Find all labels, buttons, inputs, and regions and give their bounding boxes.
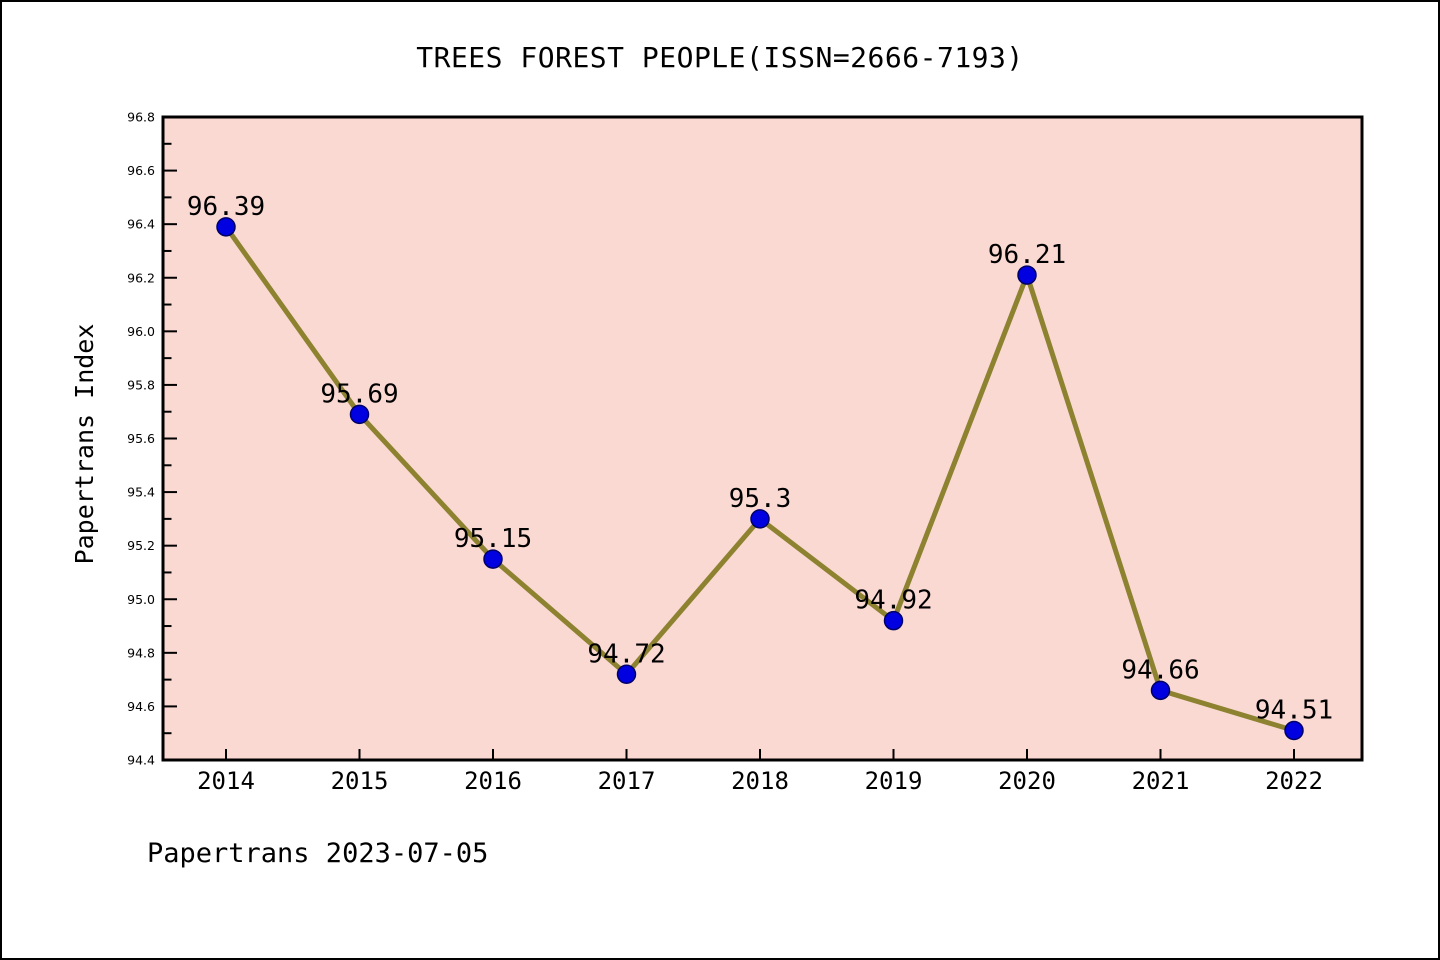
point-label-2021: 94.66 (1121, 655, 1199, 685)
x-tick-label: 2014 (197, 767, 255, 795)
plot-frame (161, 115, 1364, 762)
x-tick-label: 2018 (731, 767, 789, 795)
y-tick-label: 95.4 (127, 485, 155, 500)
x-tick-label: 2015 (331, 767, 389, 795)
y-tick-label: 96.0 (127, 324, 155, 339)
point-label-2016: 95.15 (454, 524, 532, 554)
y-tick-label: 95.6 (127, 431, 155, 446)
y-tick-label: 96.2 (127, 270, 155, 285)
data-point-2019 (883, 610, 904, 631)
point-label-2017: 94.72 (587, 639, 665, 669)
data-point-2022 (1284, 720, 1304, 741)
y-tick-label: 96.4 (127, 217, 155, 232)
data-point-2016 (483, 549, 503, 569)
y-tick-label: 94.8 (127, 645, 155, 660)
x-tick-label: 2020 (998, 767, 1056, 795)
y-tick-label: 95.8 (127, 377, 155, 392)
data-point-2015 (349, 404, 370, 425)
y-tick-label: 95.2 (127, 538, 155, 553)
y-tick-label: 96.6 (127, 163, 155, 178)
point-label-2022: 94.51 (1255, 696, 1333, 726)
chart-title: TREES FOREST PEOPLE(ISSN=2666-7193) (416, 41, 1024, 74)
x-tick-label: 2019 (865, 767, 923, 795)
x-tick-label: 2017 (598, 767, 656, 795)
y-tick-label: 96.8 (127, 110, 155, 125)
y-tick-label: 94.6 (127, 699, 155, 714)
data-point-2017 (616, 664, 637, 685)
x-tick-label: 2022 (1265, 767, 1323, 795)
y-axis-label: Papertrans Index (70, 323, 99, 565)
point-label-2019: 94.92 (854, 586, 932, 616)
point-label-2014: 96.39 (187, 192, 265, 222)
point-label-2018: 95.3 (729, 484, 792, 514)
watermark-text: Papertrans 2023-07-05 (147, 838, 489, 869)
y-tick-label: 95.0 (127, 592, 155, 607)
point-label-2015: 95.69 (320, 379, 398, 409)
data-point-2018 (750, 509, 770, 529)
data-point-2014 (216, 217, 236, 237)
data-point-2020 (1017, 265, 1037, 285)
plot-area (163, 117, 1362, 760)
point-label-2020: 96.21 (988, 240, 1066, 270)
x-tick-label: 2021 (1132, 767, 1190, 795)
x-tick-label: 2016 (464, 767, 522, 795)
y-tick-label: 94.4 (127, 753, 155, 768)
data-point-2021 (1150, 680, 1171, 701)
